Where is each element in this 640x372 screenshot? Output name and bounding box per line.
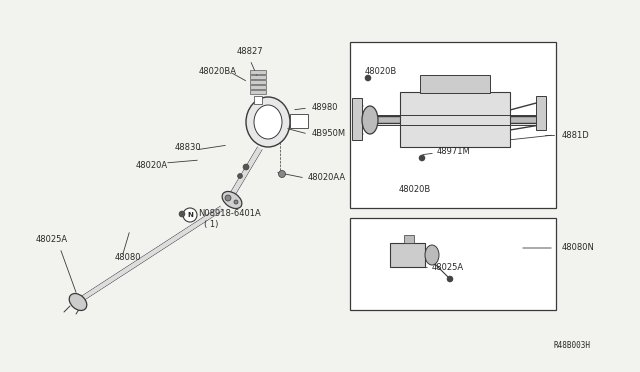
Text: 48020A: 48020A bbox=[136, 160, 168, 170]
Circle shape bbox=[365, 75, 371, 81]
Text: 48971M: 48971M bbox=[437, 148, 471, 157]
Text: 48020AA: 48020AA bbox=[308, 173, 346, 183]
Circle shape bbox=[234, 200, 238, 204]
Ellipse shape bbox=[246, 97, 290, 147]
Ellipse shape bbox=[254, 105, 282, 139]
Text: N: N bbox=[187, 212, 193, 218]
Ellipse shape bbox=[362, 106, 378, 134]
Bar bbox=[400, 92, 510, 147]
Circle shape bbox=[447, 276, 453, 282]
Bar bbox=[404, 235, 414, 243]
Text: 4881D: 4881D bbox=[562, 131, 589, 140]
Bar bbox=[250, 70, 266, 74]
Polygon shape bbox=[230, 147, 262, 196]
Text: 48827: 48827 bbox=[237, 48, 263, 57]
Text: 48080: 48080 bbox=[115, 253, 141, 263]
Bar bbox=[250, 90, 266, 94]
Circle shape bbox=[183, 208, 197, 222]
Text: 48830: 48830 bbox=[175, 144, 202, 153]
Bar bbox=[390, 243, 425, 267]
Bar bbox=[250, 85, 266, 89]
Polygon shape bbox=[79, 206, 223, 302]
Circle shape bbox=[179, 211, 185, 217]
Bar bbox=[536, 96, 546, 130]
Bar bbox=[250, 80, 266, 84]
Text: ( 1): ( 1) bbox=[204, 219, 218, 228]
Bar bbox=[254, 96, 262, 104]
Text: 48980: 48980 bbox=[312, 103, 339, 112]
Text: 48020B: 48020B bbox=[399, 186, 431, 195]
Text: R48B003H: R48B003H bbox=[553, 340, 590, 350]
Bar bbox=[290, 114, 308, 128]
Text: 48025A: 48025A bbox=[432, 263, 464, 273]
Circle shape bbox=[225, 195, 231, 201]
Polygon shape bbox=[350, 218, 556, 310]
Text: N08918-6401A: N08918-6401A bbox=[198, 208, 260, 218]
Polygon shape bbox=[350, 42, 556, 208]
Text: 48020BA: 48020BA bbox=[199, 67, 237, 77]
Circle shape bbox=[419, 155, 425, 161]
Text: 48020B: 48020B bbox=[365, 67, 397, 77]
Circle shape bbox=[237, 173, 243, 179]
Ellipse shape bbox=[222, 192, 242, 209]
Ellipse shape bbox=[69, 294, 87, 311]
Text: 4B950M: 4B950M bbox=[312, 128, 346, 138]
Text: 48025A: 48025A bbox=[36, 235, 68, 244]
Bar bbox=[250, 75, 266, 79]
Bar bbox=[420, 75, 490, 93]
Bar bbox=[352, 98, 362, 140]
Ellipse shape bbox=[425, 245, 439, 265]
Circle shape bbox=[243, 164, 249, 170]
Circle shape bbox=[278, 170, 285, 177]
Text: 48080N: 48080N bbox=[562, 244, 595, 253]
